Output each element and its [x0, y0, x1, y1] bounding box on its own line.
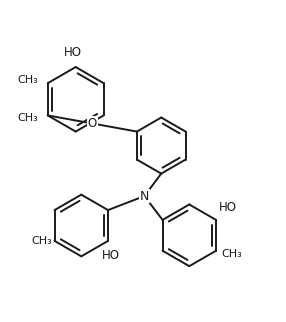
Text: CH₃: CH₃	[17, 75, 38, 85]
Text: CH₃: CH₃	[222, 249, 242, 259]
Text: CH₃: CH₃	[17, 113, 38, 123]
Text: HO: HO	[219, 201, 237, 214]
Text: CH₃: CH₃	[31, 236, 52, 246]
Text: O: O	[88, 117, 97, 130]
Text: HO: HO	[102, 249, 120, 262]
Text: HO: HO	[64, 46, 82, 59]
Text: N: N	[140, 190, 149, 203]
